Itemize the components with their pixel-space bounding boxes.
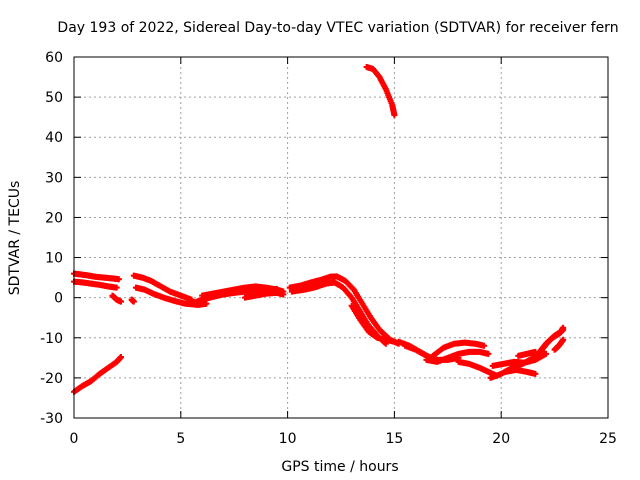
y-axis-label: SDTVAR / TECUs <box>7 181 23 296</box>
series-arc-13 <box>348 302 398 345</box>
series-arc-3 <box>109 292 124 305</box>
data-point <box>115 276 122 283</box>
series-arc-11 <box>286 273 402 347</box>
series-arc-23 <box>515 348 539 359</box>
data-point <box>203 300 210 307</box>
y-tick-label: -10 <box>40 331 63 347</box>
series-arc-12 <box>288 279 389 347</box>
data-point <box>117 354 124 361</box>
data-point <box>117 298 124 305</box>
y-tick-label: 40 <box>45 130 63 146</box>
series-arc-10 <box>241 289 287 301</box>
x-axis-label: GPS time / hours <box>281 459 398 475</box>
y-tick-label: 30 <box>45 170 63 186</box>
y-tick-label: 10 <box>45 251 63 267</box>
series-arc-4 <box>71 354 124 395</box>
x-tick-label: 15 <box>385 431 403 447</box>
plot-frame <box>73 56 609 419</box>
series-arc-6 <box>132 284 210 308</box>
data-point <box>543 350 550 357</box>
series-arc-17 <box>429 339 488 359</box>
y-tick-label: 50 <box>45 90 63 106</box>
data-point <box>130 298 137 305</box>
data-point <box>391 112 398 119</box>
series-arc-18 <box>423 348 492 365</box>
axis-ticks: 0 5 10 15 20 25 -30 -20 -10 0 10 20 30 40 50 60 <box>40 50 617 447</box>
data-point <box>280 291 287 298</box>
data-point <box>113 284 120 291</box>
series-arc-22 <box>502 366 539 377</box>
data-point <box>532 370 539 377</box>
x-tick-label: 0 <box>70 431 79 447</box>
series-arc-14 <box>363 64 398 119</box>
data-point <box>481 342 488 349</box>
y-tick-label: 60 <box>45 50 63 66</box>
x-tick-label: 5 <box>176 431 185 447</box>
x-tick-label: 25 <box>599 431 617 447</box>
x-tick-label: 20 <box>492 431 510 447</box>
series-arc-5 <box>130 272 195 303</box>
data-point <box>560 326 567 333</box>
series-arc-25 <box>536 326 567 355</box>
data-point <box>560 336 567 343</box>
y-tick-label: 20 <box>45 210 63 226</box>
y-tick-label: -20 <box>40 371 63 387</box>
x-tick-label: 10 <box>279 431 297 447</box>
series-arc-2 <box>71 278 120 291</box>
y-tick-label: 0 <box>54 291 63 307</box>
series-arc-7 <box>128 296 137 305</box>
series-arc-26 <box>551 336 567 353</box>
data-point <box>485 350 492 357</box>
data-points <box>71 64 567 395</box>
chart-title: Day 193 of 2022, Sidereal Day-to-day VTE… <box>57 20 618 36</box>
y-tick-label: -30 <box>40 411 63 427</box>
